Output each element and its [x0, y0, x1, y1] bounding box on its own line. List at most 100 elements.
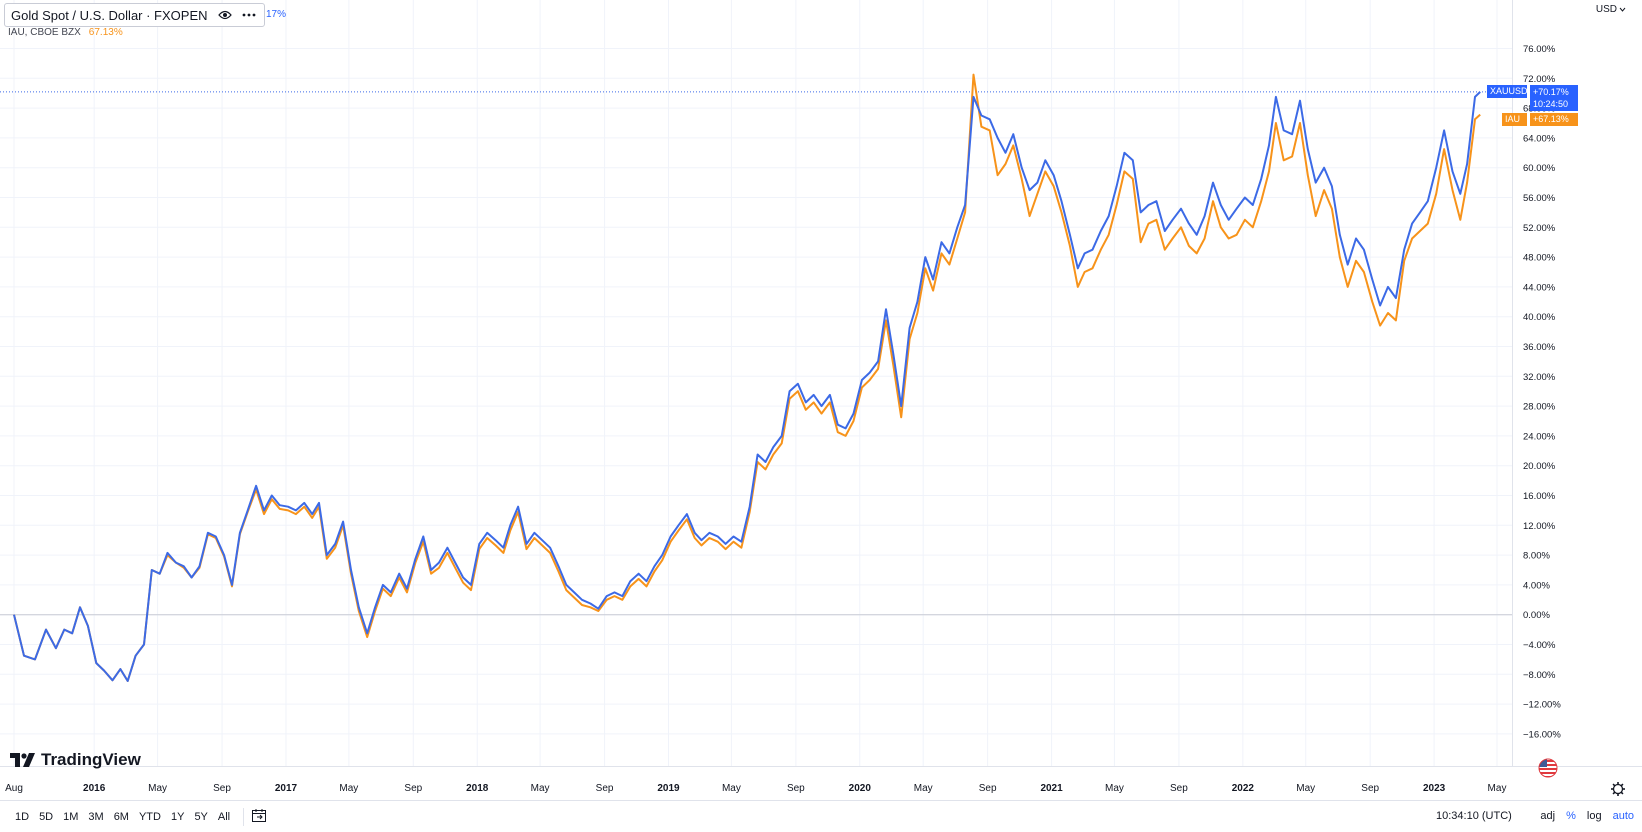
- data-point-xauusd: [254, 484, 258, 488]
- data-point-xauusd: [54, 646, 58, 650]
- range-button-6m[interactable]: 6M: [113, 810, 129, 823]
- currency-selector[interactable]: USD: [1596, 4, 1626, 15]
- data-point-xauusd: [860, 378, 864, 382]
- data-point-xauusd: [1282, 128, 1286, 132]
- iau-legend[interactable]: IAU, CBOE BZX 67.13%: [8, 27, 123, 38]
- data-point-xauusd: [302, 501, 306, 505]
- x-tick-label: 2022: [1232, 783, 1255, 794]
- currency-label: USD: [1595, 4, 1617, 15]
- main-series-legend[interactable]: Gold Spot / U.S. Dollar · FXOPEN: [4, 3, 265, 27]
- data-point-iau: [1187, 244, 1191, 248]
- data-point-iau: [469, 588, 473, 592]
- range-button-all[interactable]: All: [217, 810, 231, 823]
- data-point-xauusd: [1107, 214, 1111, 218]
- auto-toggle[interactable]: auto: [1612, 810, 1634, 822]
- range-button-5d[interactable]: 5D: [39, 810, 54, 823]
- price-axis[interactable]: 76.00%72.00%68.00%64.00%60.00%56.00%52.0…: [1523, 44, 1561, 740]
- data-point-xauusd: [1402, 248, 1406, 252]
- data-point-xauusd: [1426, 199, 1430, 203]
- data-point-iau: [1458, 218, 1462, 222]
- y-tick-label: 24.00%: [1523, 431, 1556, 442]
- data-point-iau: [405, 590, 409, 594]
- data-point-xauusd: [540, 538, 544, 542]
- flag-icon[interactable]: [1538, 758, 1558, 783]
- y-tick-label: 16.00%: [1523, 491, 1556, 502]
- eye-icon[interactable]: [217, 10, 232, 20]
- time-axis[interactable]: Aug 2016 May Sep 2017 May Sep 2018 May Sep 2019 May…: [5, 782, 1625, 796]
- data-point-iau: [1338, 255, 1342, 259]
- data-point-xauusd: [660, 553, 664, 557]
- range-button-1d[interactable]: 1D: [15, 810, 30, 823]
- data-point-xauusd: [214, 534, 218, 538]
- data-point-iau: [780, 441, 784, 445]
- calendar-icon[interactable]: [252, 808, 267, 825]
- data-point-xauusd: [1003, 151, 1007, 155]
- data-point-iau: [1203, 236, 1207, 240]
- xauusd-value: +70.17%: [1533, 87, 1569, 97]
- chart-plot[interactable]: 76.00%72.00%68.00%64.00%60.00%56.00%52.0…: [0, 0, 1642, 800]
- data-point-xauusd: [780, 434, 784, 438]
- data-point-iau: [693, 536, 697, 540]
- data-point-xauusd: [637, 572, 641, 576]
- range-button-1m[interactable]: 1M: [63, 810, 79, 823]
- data-point-iau: [1043, 169, 1047, 173]
- y-tick-label: 56.00%: [1523, 193, 1556, 204]
- data-point-xauusd: [940, 240, 944, 244]
- data-point-xauusd: [1219, 203, 1223, 207]
- range-button-5y[interactable]: 5Y: [194, 810, 208, 823]
- range-button-ytd[interactable]: YTD: [138, 810, 161, 823]
- data-point-iau: [660, 558, 664, 562]
- data-point-xauusd: [294, 508, 298, 512]
- data-point-iau: [739, 546, 743, 550]
- data-point-xauusd: [33, 657, 37, 661]
- data-point-xauusd: [166, 551, 170, 555]
- range-button-3m[interactable]: 3M: [88, 810, 104, 823]
- data-point-xauusd: [1011, 132, 1015, 136]
- data-point-iau: [1450, 188, 1454, 192]
- iau-legend-value: 67.13%: [88, 27, 123, 38]
- data-point-xauusd: [102, 669, 106, 673]
- data-point-iau: [524, 547, 528, 551]
- bottom-toolbar: 1D 5D 1M 3M 6M YTD 1Y 5Y All 10:34:10 (UTC) adj …: [0, 800, 1642, 832]
- data-point-xauusd: [548, 546, 552, 550]
- x-tick-label: May: [1488, 783, 1507, 794]
- data-point-xauusd: [796, 382, 800, 386]
- data-point-xauusd: [1338, 233, 1342, 237]
- data-point-xauusd: [485, 531, 489, 535]
- data-point-iau: [1346, 285, 1350, 289]
- data-point-xauusd: [947, 251, 951, 255]
- data-point-iau: [988, 128, 992, 132]
- data-point-iau: [979, 125, 983, 129]
- data-point-xauusd: [1394, 296, 1398, 300]
- data-point-iau: [325, 557, 329, 561]
- data-point-iau: [836, 430, 840, 434]
- data-point-xauusd: [844, 426, 848, 430]
- data-point-xauusd: [1227, 218, 1231, 222]
- data-point-iau: [1107, 233, 1111, 237]
- data-point-iau: [844, 434, 848, 438]
- data-point-iau: [365, 635, 369, 639]
- data-point-xauusd: [828, 393, 832, 397]
- data-point-xauusd: [1195, 233, 1199, 237]
- x-tick-label: 2019: [657, 783, 680, 794]
- y-tick-label: 72.00%: [1523, 74, 1556, 85]
- range-button-1y[interactable]: 1Y: [170, 810, 185, 823]
- data-point-xauusd: [44, 628, 48, 632]
- adj-toggle[interactable]: adj: [1540, 810, 1556, 822]
- x-tick-label: May: [531, 783, 550, 794]
- data-point-iau: [1322, 188, 1326, 192]
- y-tick-label: −16.00%: [1523, 729, 1561, 740]
- series-line-xauusd: [13, 91, 1481, 682]
- data-point-xauusd: [1259, 177, 1263, 181]
- percent-toggle[interactable]: %: [1566, 810, 1576, 822]
- data-point-xauusd: [955, 225, 959, 229]
- data-point-xauusd: [700, 538, 704, 542]
- log-toggle[interactable]: log: [1586, 810, 1602, 822]
- clock-time[interactable]: 10:34:10 (UTC): [1436, 810, 1512, 822]
- data-point-iau: [931, 289, 935, 293]
- data-point-iau: [494, 543, 498, 547]
- more-icon[interactable]: [242, 13, 256, 17]
- data-point-xauusd: [1354, 236, 1358, 240]
- data-point-xauusd: [923, 255, 927, 259]
- data-point-xauusd: [12, 613, 16, 617]
